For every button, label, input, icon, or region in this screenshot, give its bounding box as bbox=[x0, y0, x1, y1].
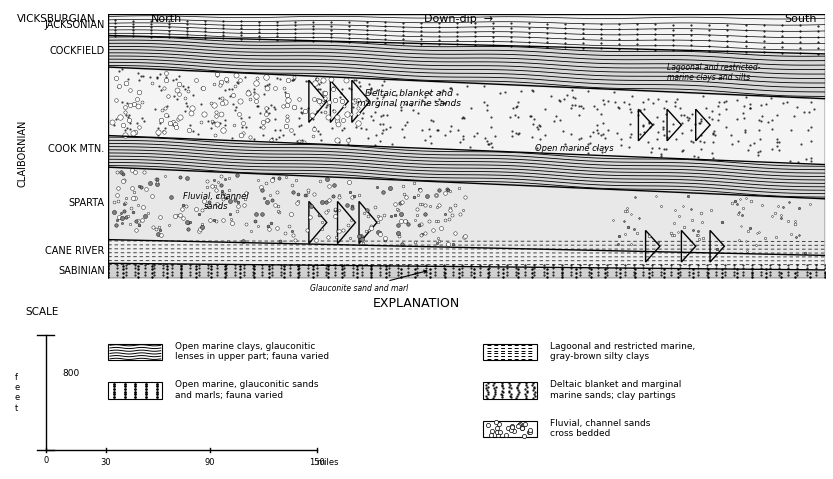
Text: COCKFIELD: COCKFIELD bbox=[49, 46, 105, 56]
Text: SPARTA: SPARTA bbox=[68, 198, 105, 208]
Text: South: South bbox=[784, 14, 816, 24]
Text: SCALE: SCALE bbox=[25, 307, 58, 317]
Bar bbox=[108, 344, 162, 360]
Text: North: North bbox=[151, 14, 182, 24]
Text: Fluvial, channel sands
cross bedded: Fluvial, channel sands cross bedded bbox=[550, 419, 650, 438]
Text: Fluvial, channel
sands: Fluvial, channel sands bbox=[183, 192, 248, 211]
Text: 800: 800 bbox=[62, 369, 80, 378]
Text: Open marine, glauconitic sands
and marls; fauna varied: Open marine, glauconitic sands and marls… bbox=[175, 380, 318, 399]
Text: 30: 30 bbox=[101, 458, 111, 467]
Text: 90: 90 bbox=[205, 458, 215, 467]
Text: 0: 0 bbox=[43, 456, 48, 465]
Text: Down-dip  →: Down-dip → bbox=[424, 14, 492, 24]
Text: Open marine clays, glauconitic
lenses in upper part; fauna varied: Open marine clays, glauconitic lenses in… bbox=[175, 342, 329, 361]
Text: miles: miles bbox=[317, 458, 339, 467]
Text: 150: 150 bbox=[309, 458, 324, 467]
Text: JACKSONIAN: JACKSONIAN bbox=[44, 20, 105, 30]
Text: Open marine clays: Open marine clays bbox=[535, 144, 613, 153]
Bar bbox=[483, 421, 537, 437]
Text: Deltaic blanket and
marginal marine sands: Deltaic blanket and marginal marine sand… bbox=[357, 89, 461, 108]
Text: CLAIBORNIAN: CLAIBORNIAN bbox=[17, 120, 27, 187]
Bar bbox=[108, 382, 162, 399]
Text: f
e
e
t: f e e t bbox=[14, 373, 19, 413]
Text: Deltaic blanket and marginal
marine sands; clay partings: Deltaic blanket and marginal marine sand… bbox=[550, 380, 681, 399]
Text: SABINIAN: SABINIAN bbox=[58, 265, 105, 275]
Text: COOK MTN.: COOK MTN. bbox=[48, 144, 105, 154]
Text: Lagoonal and restricted-
marine clays and silts: Lagoonal and restricted- marine clays an… bbox=[667, 63, 761, 82]
Text: Lagoonal and restricted marine,
gray-brown silty clays: Lagoonal and restricted marine, gray-bro… bbox=[550, 342, 695, 361]
Bar bbox=[483, 344, 537, 360]
Text: EXPLANATION: EXPLANATION bbox=[373, 297, 460, 310]
Text: Glauconite sand and marl: Glauconite sand and marl bbox=[310, 270, 426, 293]
Text: CANE RIVER: CANE RIVER bbox=[45, 247, 105, 256]
Bar bbox=[483, 382, 537, 399]
Text: VICKSBURGIAN: VICKSBURGIAN bbox=[17, 14, 95, 24]
